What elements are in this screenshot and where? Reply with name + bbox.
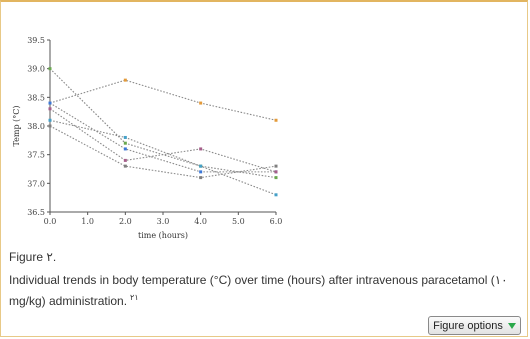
x-tick-label: 2.0 <box>119 217 132 226</box>
data-point <box>199 101 203 105</box>
data-point <box>48 101 52 105</box>
line-chart: 36.5 37.0 37.5 38.0 38.5 39.0 39.5 0.0 1.0 2.0 3.0… <box>12 36 283 240</box>
data-point <box>48 124 52 128</box>
series-line-4 <box>49 108 277 173</box>
figure-label: Figure ٢. <box>9 250 57 264</box>
y-tick-label: 39.5 <box>27 36 45 45</box>
y-tick-label: 38.5 <box>27 93 45 102</box>
data-point <box>123 141 127 145</box>
data-point <box>123 135 127 139</box>
data-point <box>199 147 203 151</box>
data-point <box>199 164 203 168</box>
data-point <box>48 67 52 71</box>
y-tick-label: 38.0 <box>27 122 45 131</box>
figure-options-label: Figure options <box>433 319 503 332</box>
reference-link[interactable]: ٢١ <box>130 293 139 302</box>
x-tick-label: 0.0 <box>44 217 57 226</box>
x-tick-label: 1.0 <box>81 217 94 226</box>
series-line-5 <box>49 119 277 196</box>
caption-text: Individual trends in body temperature (°… <box>9 273 508 308</box>
figure-caption: Individual trends in body temperature (°… <box>9 272 514 310</box>
data-point <box>123 147 127 151</box>
series-line-6 <box>49 125 277 179</box>
data-point <box>274 164 278 168</box>
data-point <box>199 170 203 174</box>
data-point <box>48 107 52 111</box>
data-point <box>123 158 127 162</box>
series-line-1 <box>49 79 277 121</box>
data-point <box>274 193 278 197</box>
x-tick-label: 3.0 <box>157 217 170 226</box>
data-point <box>123 78 127 82</box>
data-point <box>123 164 127 168</box>
y-axis-label: Temp (°C) <box>12 105 21 146</box>
data-point <box>274 176 278 180</box>
x-tick-label: 6.0 <box>270 217 283 226</box>
y-tick-label: 36.5 <box>27 208 45 217</box>
y-tick-label: 37.5 <box>27 151 45 160</box>
data-point <box>48 118 52 122</box>
y-tick-label: 39.0 <box>27 65 45 74</box>
data-point <box>274 170 278 174</box>
x-axis-label: time (hours) <box>138 231 188 240</box>
data-point <box>199 176 203 180</box>
figure-options-button[interactable]: Figure options <box>428 316 521 335</box>
x-tick-label: 5.0 <box>232 217 245 226</box>
x-tick-label: 4.0 <box>194 217 207 226</box>
dropdown-arrow-icon <box>507 322 516 329</box>
data-point <box>274 118 278 122</box>
series-line-3 <box>49 102 276 173</box>
y-tick-label: 37.0 <box>27 179 45 188</box>
